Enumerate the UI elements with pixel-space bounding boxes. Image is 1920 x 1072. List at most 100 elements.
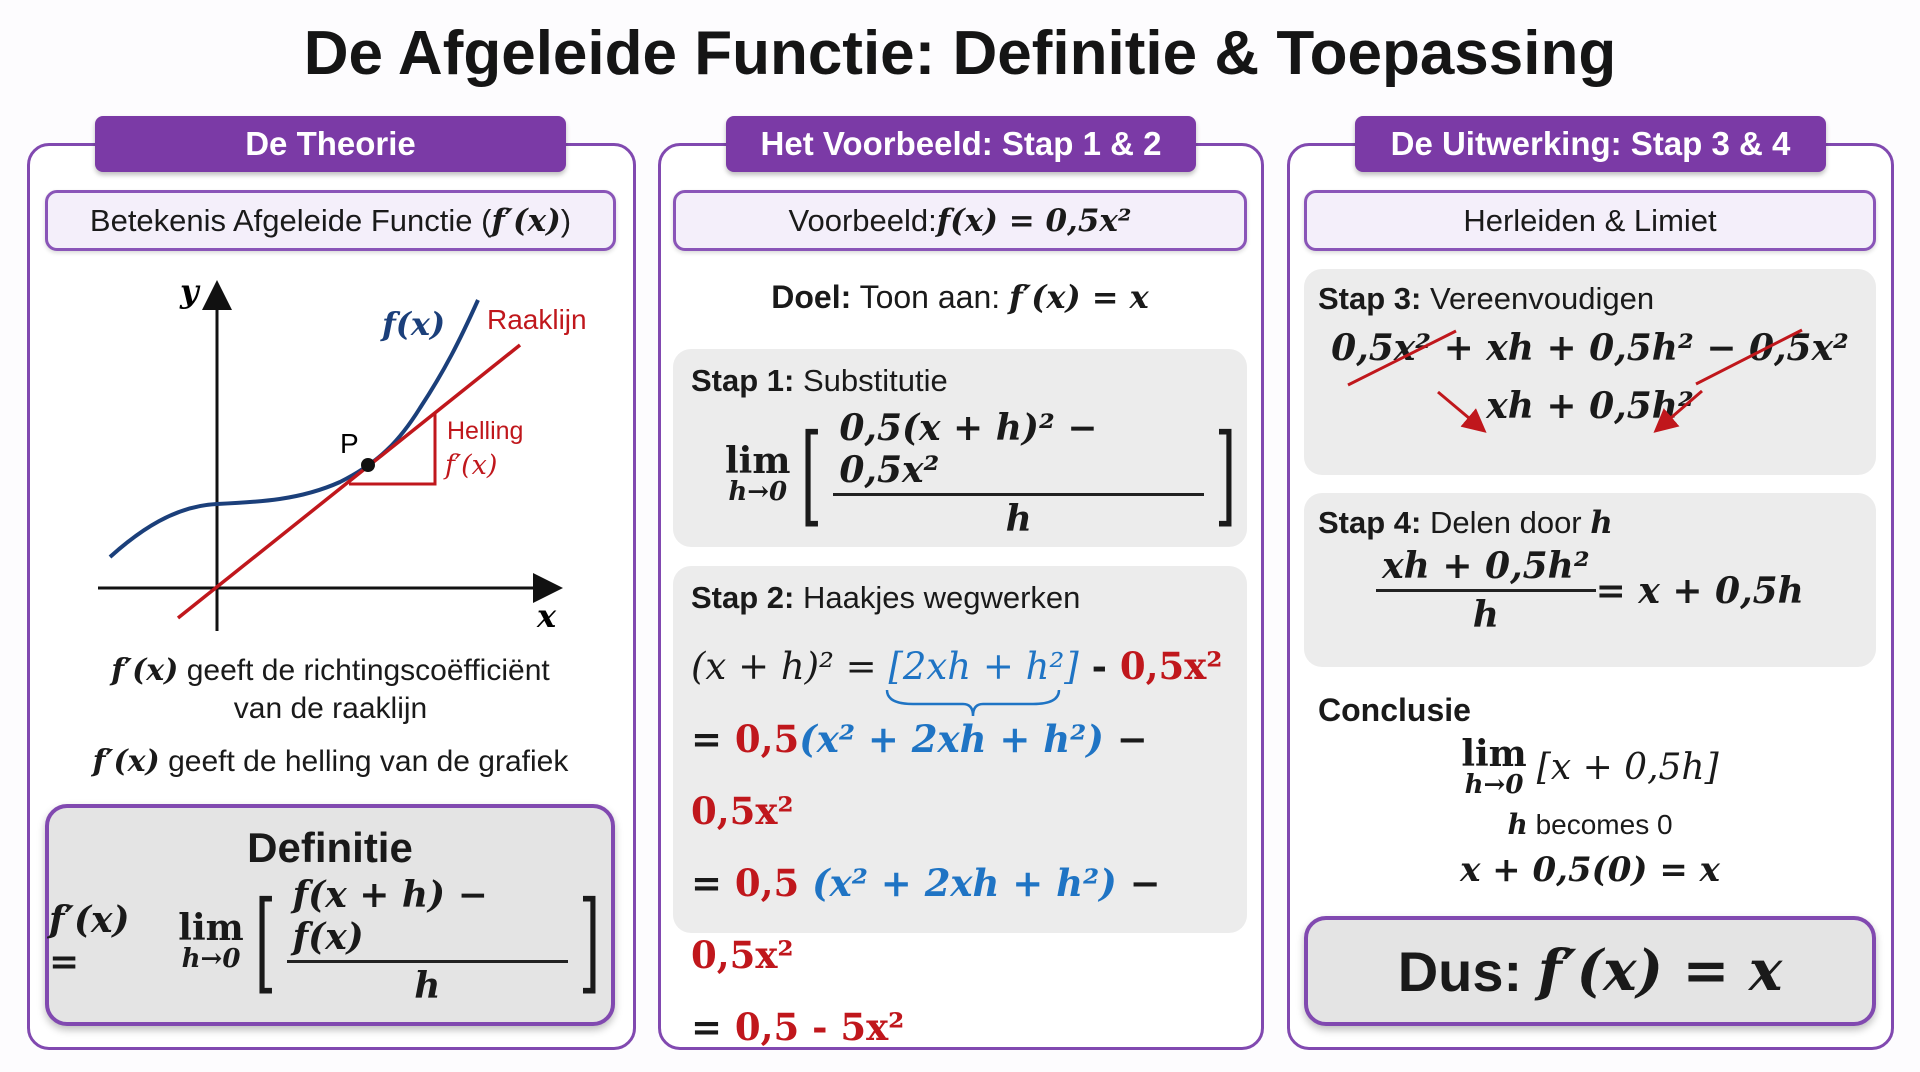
lim-sub: h→0 [181, 943, 241, 974]
step-label: Stap 2: [691, 580, 795, 615]
row-4: = 0,5 - 5x² [691, 991, 1247, 1063]
part: 0,5x² [691, 933, 794, 977]
slope-math: f′(x) [443, 450, 497, 481]
cancel-arrows-icon [1347, 328, 1803, 433]
goal-label: Doel: [771, 279, 852, 315]
result-box: Dus: f′(x) = x [1304, 916, 1876, 1026]
step-title-math: h [1590, 505, 1613, 541]
step3-card: Stap 3: Vereenvoudigen 0,5x² + xh + 0,5h… [1304, 269, 1876, 475]
conclusion-limit: lim h→0 [x + 0,5h] [1304, 736, 1876, 798]
point-p [361, 458, 375, 472]
lim: lim [725, 439, 791, 482]
step4-formula: xh + 0,5h² h = x + 0,5h [1304, 545, 1876, 636]
cancelled-term: 0,5x² [1331, 327, 1432, 369]
text: van de raaklijn [233, 692, 428, 725]
part: (x² + 2xh + h²) [812, 861, 1117, 905]
step-title: Haakjes wegwerken [794, 580, 1081, 615]
numerator: xh + 0,5h² [1376, 545, 1596, 592]
definition-box: Definitie f′(x) = lim h→0 [ f(x + h) − f(… [45, 804, 615, 1026]
limit-expression: [x + 0,5h] [1536, 746, 1719, 788]
derivative-math: f′(x) [92, 744, 160, 779]
lim: lim [1461, 733, 1527, 775]
step-title: Vereenvoudigen [1421, 281, 1655, 316]
underbrace-icon [885, 689, 1061, 717]
part: 0,5x² [691, 789, 794, 833]
result-math: f′(x) = x [1537, 938, 1783, 1004]
conclusion-label: Conclusie [1318, 692, 1471, 728]
row-1: (x + h)² = [2xh + h²] - 0,5x² [691, 630, 1247, 703]
step2-card: Stap 2: Haakjes wegwerken (x + h)² = [2x… [673, 566, 1247, 1049]
elaboration-tab-header: De Uitwerking: Stap 3 & 4 [1355, 116, 1826, 172]
theory-tab-header: De Theorie [95, 116, 566, 172]
row-2: = 0,5(x² + 2xh + h²) − 0,5x² [691, 703, 1247, 847]
slope-triangle [349, 414, 437, 486]
part: + xh + 0,5h² − [1431, 327, 1749, 369]
note-text: becomes 0 [1527, 809, 1673, 840]
meaning-text-2: f′(x) geeft de helling van de grafiek [45, 744, 616, 779]
bracket-term: [2xh + h²] [888, 645, 1079, 688]
numerator: 0,5(x + h)² − 0,5x² [833, 407, 1205, 496]
slope-label: Helling [447, 417, 523, 445]
subtitle-math: f′(x) [491, 202, 561, 239]
part: = [691, 861, 735, 905]
y-axis-label: y [179, 272, 201, 310]
result-label: Dus: [1397, 939, 1523, 1003]
subtitle-end: ) [560, 202, 572, 238]
step4-card: Stap 4: Delen door h xh + 0,5h² h = x + 0… [1304, 493, 1876, 667]
part: − [1116, 861, 1161, 905]
part: 0,5 [734, 861, 813, 905]
row-3: = 0,5 (x² + 2xh + h²) − 0,5x² [691, 847, 1247, 991]
step-title: Substitutie [794, 363, 948, 398]
part: 0,5x² [1119, 644, 1223, 688]
elaboration-subtitle: Herleiden & Limiet [1304, 190, 1876, 251]
rhs: = x + 0,5h [1595, 569, 1804, 612]
denominator: h [1005, 498, 1032, 540]
function-curve [108, 299, 480, 559]
step-label: Stap 4: [1318, 505, 1422, 540]
conclusion-final: x + 0,5(0) = x [1460, 850, 1720, 890]
text: geeft de richtingscoëfficiënt [178, 654, 550, 687]
part: (x² + 2xh + h²) [799, 717, 1104, 761]
meaning-text-1: f′(x) geeft de richtingscoëfficiënt van … [45, 652, 616, 728]
part: - [1078, 644, 1120, 688]
conclusion-note: h becomes 0 [1304, 808, 1876, 841]
tangent-graph: y x f(x) Raaklijn P Helling f′(x) [98, 272, 587, 635]
theory-subtitle: Betekenis Afgeleide Functie (f′(x)) [45, 190, 616, 251]
lim-sub: h→0 [728, 476, 788, 507]
subtitle-math: f(x) = 0,5x² [936, 202, 1132, 239]
subtitle-text: Voorbeeld: [788, 202, 937, 238]
x-axis-label: x [536, 597, 557, 635]
lim-sub: h→0 [1464, 770, 1524, 800]
part: = [691, 1005, 735, 1049]
step1-formula: lim h→0 [ 0,5(x + h)² − 0,5x² h ] [725, 407, 1237, 540]
step-label: Stap 3: [1318, 281, 1422, 316]
subtitle-text: Betekenis Afgeleide Functie ( [89, 202, 492, 238]
part: = [691, 717, 735, 761]
definition-heading: Definitie [247, 824, 413, 871]
step2-rows: (x + h)² = [2xh + h²] - 0,5x² = 0,5(x² +… [691, 630, 1247, 1063]
text: Toon aan: [851, 279, 1010, 315]
derivative-math: f′(x) [111, 653, 179, 688]
denominator: h [414, 965, 441, 1007]
text: geeft de helling van de grafiek [159, 745, 569, 778]
step-title: Delen door [1421, 505, 1591, 540]
example-tab-header: Het Voorbeeld: Stap 1 & 2 [726, 116, 1196, 172]
curve-label: f(x) [380, 305, 445, 343]
definition-formula: f′(x) = lim h→0 [ f(x + h) − f(x) h ] [49, 874, 601, 1007]
part: 0,5 [734, 717, 800, 761]
step1-card: Stap 1: Substitutie lim h→0 [ 0,5(x + h)²… [673, 349, 1247, 547]
part: − [1103, 717, 1148, 761]
page-title: De Afgeleide Functie: Definitie & Toepas… [303, 19, 1617, 88]
lim: lim [178, 906, 244, 949]
example-subtitle: Voorbeeld: f(x) = 0,5x² [673, 190, 1247, 251]
numerator: f(x + h) − f(x) [286, 874, 569, 963]
formula-lhs: f′(x) = [49, 898, 130, 983]
step-label: Stap 1: [691, 363, 795, 398]
note-math: h [1507, 808, 1528, 841]
denominator: h [1472, 594, 1499, 636]
part: 0,5 - 5x² [734, 1005, 905, 1049]
goal-line: Doel: Toon aan: f′(x) = x [673, 278, 1247, 316]
point-label: P [340, 428, 359, 459]
goal-math: f′(x) = x [1009, 278, 1149, 316]
step3-expression: 0,5x² + xh + 0,5h² − 0,5x² [1304, 327, 1876, 369]
